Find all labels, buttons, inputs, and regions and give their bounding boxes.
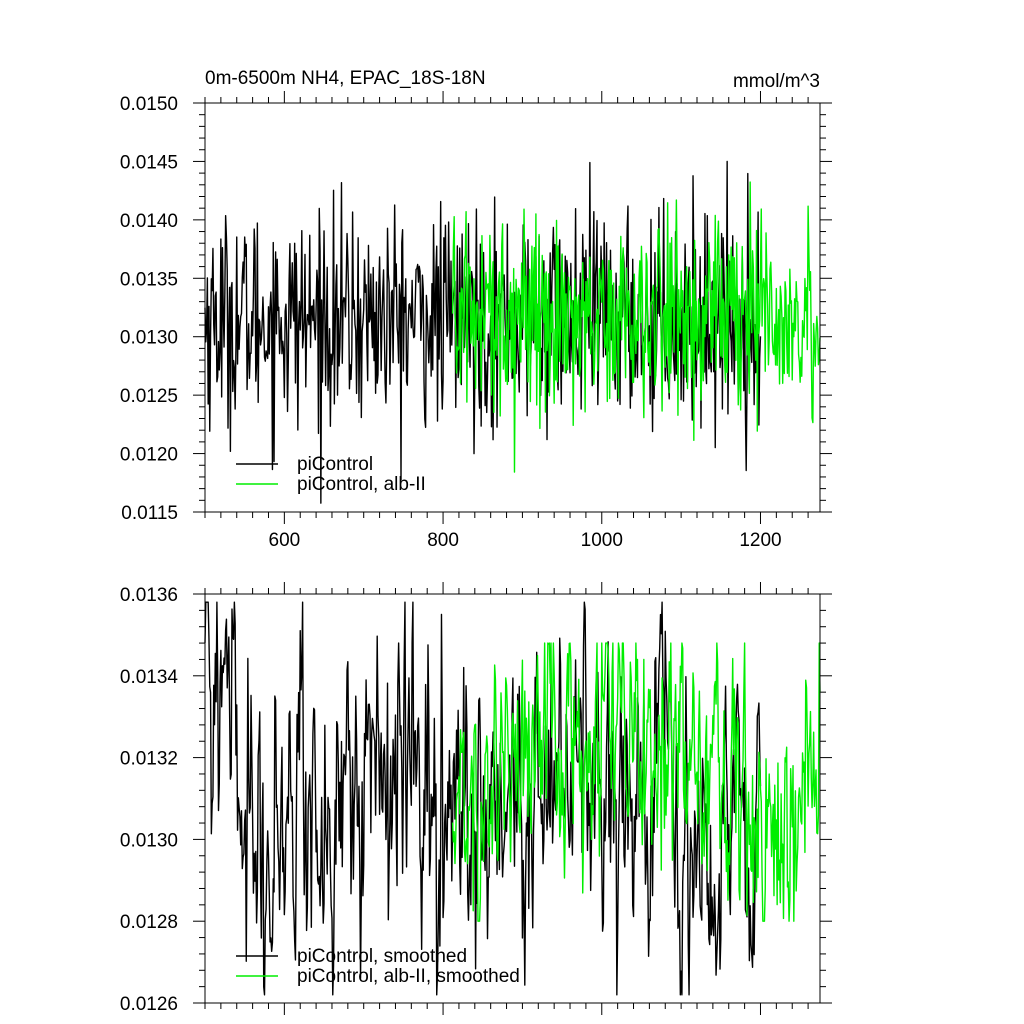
legend-label: piControl, alb-II, smoothed: [297, 966, 520, 987]
y-tick-label: 0.0134: [120, 667, 179, 688]
y-tick-label: 0.0150: [120, 94, 178, 115]
top-panel-title-left: 0m-6500m NH4, EPAC_18S-18N: [205, 68, 486, 89]
y-tick-label: 0.0145: [120, 152, 178, 173]
bottom-panel-frame: [204, 593, 821, 1004]
y-tick-label: 0.0130: [120, 830, 178, 851]
top-panel-series: [204, 160, 821, 504]
y-tick-label: 0.0132: [120, 749, 178, 770]
bottom-panel-series: [204, 601, 821, 996]
legend-label: piControl, smoothed: [297, 946, 467, 967]
y-tick-label: 0.0128: [120, 912, 178, 933]
y-tick-label: 0.0135: [120, 269, 178, 290]
y-tick-label: 0.0140: [120, 211, 178, 232]
y-tick-label: 0.0126: [120, 994, 178, 1015]
top-panel-tick-labels: 600 800 1000 1200 0.0115 0.0120 0.0125 0.0130 0.…: [120, 94, 782, 551]
y-tick-label: 0.0125: [120, 386, 178, 407]
series-line-piControl: [204, 160, 762, 504]
top-panel-title-right: mmol/m^3: [733, 71, 820, 92]
x-tick-label: 600: [269, 530, 301, 551]
top-panel: 0m-6500m NH4, EPAC_18S-18N mmol/m^3 600 8…: [120, 68, 832, 551]
y-tick-label: 0.0136: [120, 585, 178, 606]
x-tick-label: 1000: [581, 530, 623, 551]
x-tick-label: 800: [427, 530, 459, 551]
top-panel-ticks: [193, 91, 832, 524]
bottom-panel-ticks: [193, 582, 832, 1015]
series-line-alb-II: [451, 642, 821, 922]
legend-label: piControl: [297, 454, 373, 475]
top-panel-frame: [204, 102, 821, 513]
bottom-panel: 0.0126 0.0128 0.0130 0.0132 0.0134 0.0136 piC…: [120, 582, 832, 1015]
bottom-panel-tick-labels: 0.0126 0.0128 0.0130 0.0132 0.0134 0.0136: [120, 585, 179, 1015]
x-tick-label: 1200: [739, 530, 781, 551]
y-tick-label: 0.0130: [120, 328, 178, 349]
series-line-alb-II: [451, 181, 821, 473]
legend-label: piControl, alb-II: [297, 474, 426, 495]
y-tick-label: 0.0120: [120, 445, 178, 466]
y-tick-label: 0.0115: [121, 503, 178, 524]
